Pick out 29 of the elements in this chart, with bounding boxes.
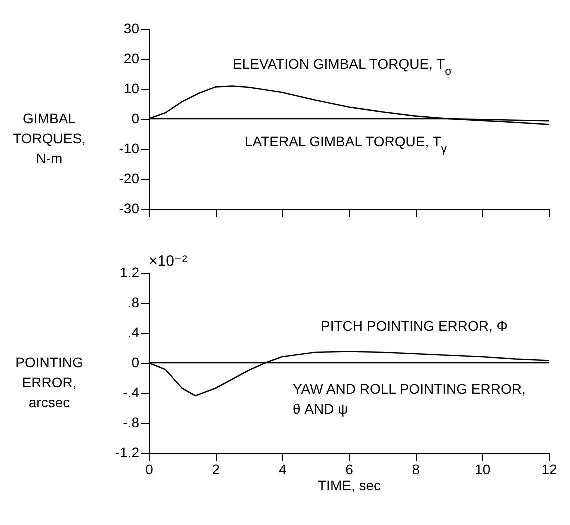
x-axis-title: TIME, sec [318, 478, 382, 494]
y-tick-label: -.4 [123, 384, 140, 400]
y-axis-title: POINTING ERROR, arcsec [16, 354, 84, 410]
series-label: ELEVATION GIMBAL TORQUE, T$_{σ}$ [233, 56, 452, 78]
y-tick-label: 0 [132, 354, 140, 370]
y-tick-label: -30 [119, 200, 140, 216]
y-tick-label: 1.2 [120, 264, 140, 280]
y-tick-label: .8 [128, 294, 140, 310]
x-tick-label: 12 [542, 462, 558, 478]
x-tick-label: 2 [212, 462, 220, 478]
x-tick-label: 0 [146, 462, 154, 478]
y-tick-label: -.8 [123, 414, 140, 430]
x-tick-label: 6 [346, 462, 354, 478]
x-tick-label: 4 [278, 462, 287, 478]
series-label: LATERAL GIMBAL TORQUE, T$_{γ}$ [245, 133, 448, 156]
y-tick-label: -1.2 [115, 444, 140, 460]
x-tick-label: 10 [475, 462, 491, 478]
y-tick-label: 30 [124, 20, 140, 36]
x-tick-label: 8 [412, 462, 420, 478]
y-axis-title: GIMBAL TORQUES, N-m [13, 110, 86, 166]
y-tick-label: 0 [132, 110, 140, 126]
series-label: PITCH POINTING ERROR, Φ [321, 318, 508, 334]
y-tick-label: .4 [128, 324, 140, 340]
y-tick-label: -20 [119, 170, 140, 186]
y-tick-label: 10 [124, 80, 140, 96]
text: ×10⁻² [149, 253, 188, 270]
series-label: YAW AND ROLL POINTING ERROR, θ AND ψ [293, 381, 526, 417]
y-tick-label: 20 [124, 50, 140, 66]
y-tick-label: -10 [119, 140, 140, 156]
